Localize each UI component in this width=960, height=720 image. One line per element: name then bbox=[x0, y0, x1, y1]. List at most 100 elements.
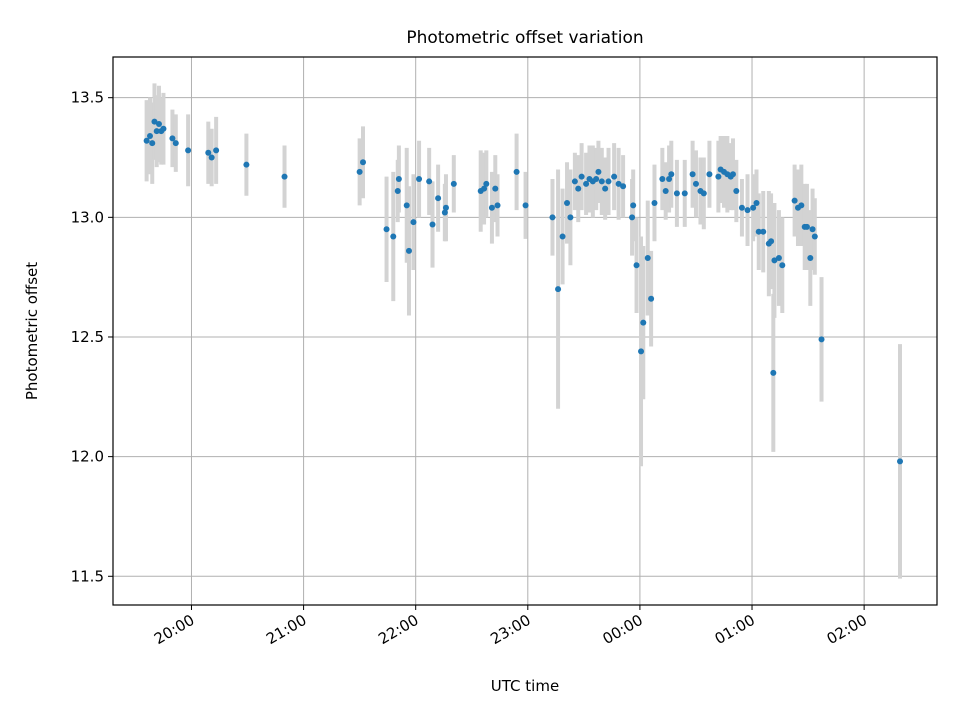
data-point bbox=[593, 176, 600, 183]
data-point bbox=[213, 147, 220, 154]
data-point bbox=[659, 176, 666, 183]
data-point bbox=[567, 214, 574, 221]
data-point bbox=[146, 132, 153, 139]
data-point bbox=[673, 190, 680, 197]
data-point bbox=[583, 180, 590, 187]
data-point bbox=[753, 199, 760, 206]
data-point bbox=[738, 204, 745, 211]
data-point bbox=[791, 197, 798, 204]
data-point bbox=[633, 262, 640, 269]
data-point bbox=[549, 214, 556, 221]
data-point bbox=[798, 202, 805, 209]
data-point bbox=[760, 228, 767, 235]
x-axis-label: UTC time bbox=[491, 677, 559, 695]
data-point bbox=[172, 140, 179, 147]
data-point bbox=[630, 202, 637, 209]
data-point bbox=[629, 214, 636, 221]
data-point bbox=[429, 221, 436, 228]
data-point bbox=[689, 171, 696, 178]
data-point bbox=[648, 295, 655, 302]
data-point bbox=[571, 178, 578, 185]
y-axis-ticks: 11.5 12.0 12.5 13.0 13.5 bbox=[71, 89, 113, 585]
data-point bbox=[775, 255, 782, 262]
data-point bbox=[666, 176, 673, 183]
data-point bbox=[809, 226, 816, 233]
data-point bbox=[441, 209, 448, 216]
data-point bbox=[715, 173, 722, 180]
data-point bbox=[615, 180, 622, 187]
data-point bbox=[360, 159, 367, 166]
data-point bbox=[160, 125, 167, 132]
data-point bbox=[768, 238, 775, 245]
data-point bbox=[611, 173, 618, 180]
data-point bbox=[405, 247, 412, 254]
data-point bbox=[575, 185, 582, 192]
data-point bbox=[564, 199, 571, 206]
plot-frame bbox=[112, 56, 938, 606]
data-point bbox=[578, 173, 585, 180]
data-point bbox=[662, 188, 669, 195]
data-point bbox=[771, 257, 778, 264]
data-point bbox=[481, 185, 488, 192]
data-point bbox=[416, 176, 423, 183]
y-tick-label: 11.5 bbox=[71, 567, 104, 585]
data-point bbox=[733, 188, 740, 195]
data-point bbox=[185, 147, 192, 154]
data-point bbox=[651, 199, 658, 206]
data-point bbox=[281, 173, 288, 180]
data-point bbox=[208, 154, 215, 161]
data-point bbox=[770, 369, 777, 376]
data-point bbox=[356, 168, 363, 175]
data-point bbox=[149, 140, 156, 147]
data-point bbox=[779, 262, 786, 269]
plot-area bbox=[113, 57, 937, 605]
y-axis-label: Photometric offset bbox=[23, 262, 41, 400]
data-point bbox=[644, 255, 651, 262]
data-point bbox=[426, 178, 433, 185]
y-tick-label: 13.0 bbox=[71, 208, 104, 226]
data-point bbox=[692, 180, 699, 187]
data-point bbox=[706, 171, 713, 178]
data-point bbox=[640, 319, 647, 326]
data-point bbox=[153, 128, 160, 135]
data-point bbox=[681, 190, 688, 197]
data-point bbox=[555, 286, 562, 293]
data-point bbox=[169, 135, 176, 142]
data-point bbox=[243, 161, 250, 168]
data-point bbox=[750, 204, 757, 211]
data-point bbox=[807, 255, 814, 262]
chart-title: Photometric offset variation bbox=[406, 28, 643, 48]
data-point bbox=[143, 137, 150, 144]
y-tick-label: 13.5 bbox=[71, 89, 104, 107]
data-point bbox=[803, 223, 810, 230]
data-point bbox=[811, 233, 818, 240]
y-tick-label: 12.5 bbox=[71, 328, 104, 346]
data-point bbox=[559, 233, 566, 240]
data-point bbox=[598, 178, 605, 185]
data-points bbox=[143, 118, 904, 465]
data-point bbox=[897, 458, 904, 465]
data-point bbox=[435, 195, 442, 202]
data-point bbox=[605, 178, 612, 185]
data-point bbox=[638, 348, 645, 355]
data-point bbox=[602, 185, 609, 192]
data-point bbox=[450, 180, 457, 187]
data-point bbox=[522, 202, 529, 209]
data-point bbox=[403, 202, 410, 209]
data-point bbox=[729, 171, 736, 178]
data-point bbox=[595, 168, 602, 175]
data-point bbox=[383, 226, 390, 233]
data-point bbox=[513, 168, 520, 175]
data-point bbox=[744, 207, 751, 214]
data-point bbox=[205, 149, 212, 156]
data-point bbox=[410, 219, 417, 226]
data-point bbox=[394, 188, 401, 195]
data-point bbox=[395, 176, 402, 183]
data-point bbox=[442, 204, 449, 211]
data-point bbox=[492, 185, 499, 192]
data-point bbox=[390, 233, 397, 240]
data-point bbox=[151, 118, 158, 125]
data-point bbox=[483, 180, 490, 187]
data-point bbox=[755, 228, 762, 235]
